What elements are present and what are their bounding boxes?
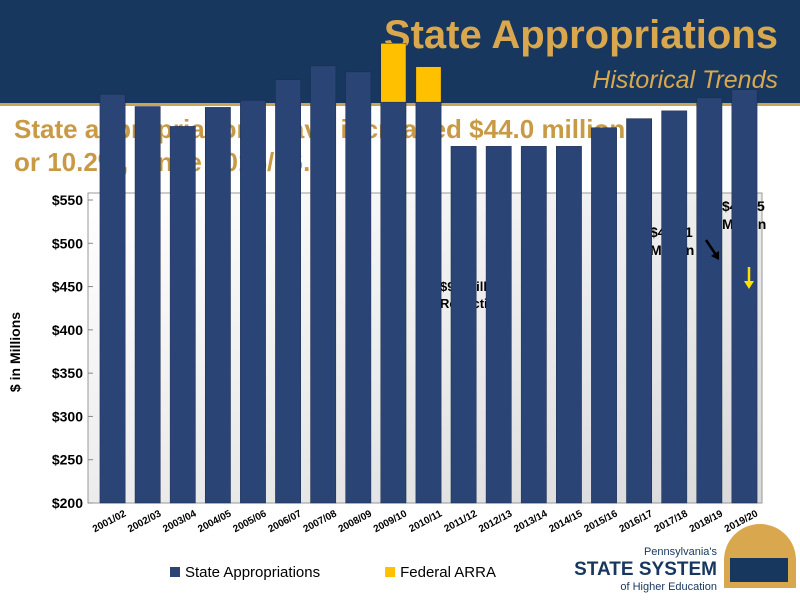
bar-segment (134, 106, 161, 504)
legend-swatch (385, 567, 396, 577)
x-tick-label: 2012/13 (477, 508, 514, 535)
y-tick-label: $450 (52, 279, 83, 295)
x-tick-label: 2007/08 (302, 508, 339, 535)
bar-segment (520, 146, 547, 504)
bar-segment (626, 118, 653, 504)
y-tick-label: $350 (52, 365, 83, 381)
bar-segment (169, 126, 196, 504)
bar-segment (310, 65, 337, 504)
x-tick-label: 2008/09 (337, 508, 374, 535)
arrow (704, 239, 718, 256)
y-tick-label: $550 (52, 192, 83, 208)
legend-label: State Appropriations (185, 564, 320, 581)
logo-text: Pennsylvania's (644, 546, 718, 558)
bar-segment (240, 100, 266, 504)
x-tick-label: 2003/04 (161, 508, 198, 535)
x-tick-label: 2004/05 (196, 508, 233, 535)
x-tick-label: 2001/02 (91, 508, 128, 535)
header-title: State Appropriations (384, 13, 778, 57)
bar-segment (591, 127, 617, 504)
legend-swatch (170, 567, 180, 577)
x-tick-label: 2016/17 (618, 508, 655, 535)
x-tick-label: 2017/18 (653, 508, 690, 535)
x-tick-label: 2006/07 (267, 508, 304, 535)
header-subtitle: Historical Trends (592, 66, 778, 94)
y-tick-label: $400 (52, 322, 83, 338)
x-tick-label: 2011/12 (443, 508, 480, 535)
bar-segment (204, 107, 231, 504)
bar-segment (415, 101, 442, 504)
bar-segment (275, 79, 301, 504)
bar-segment (731, 89, 758, 504)
x-tick-label: 2014/15 (547, 508, 584, 535)
bar-segment (99, 94, 126, 504)
x-tick-label: 2005/06 (231, 508, 268, 535)
x-tick-label: 2015/16 (582, 508, 619, 535)
bar-segment (450, 146, 477, 504)
x-tick-label: 2010/11 (407, 508, 444, 535)
y-tick-label: $200 (52, 495, 83, 511)
bar-segment (661, 110, 688, 504)
x-tick-label: 2009/10 (372, 508, 409, 535)
x-tick-label: 2018/19 (688, 508, 725, 535)
logo-text: STATE SYSTEM (574, 559, 717, 580)
bar-segment (696, 97, 723, 504)
bar-segment (485, 146, 512, 504)
logo-text: of Higher Education (620, 581, 717, 593)
x-tick-label: 2013/14 (512, 508, 549, 535)
legend-label: Federal ARRA (400, 564, 496, 581)
bar-segment (380, 43, 407, 103)
arrow-head (711, 251, 719, 260)
bar-segment (345, 71, 372, 504)
bar-segment (556, 146, 582, 504)
logo: Pennsylvania's STATE SYSTEM of Higher Ed… (574, 524, 796, 593)
headline: or 10.2%, since 2015/16. (14, 147, 310, 177)
bar-segment (380, 101, 407, 504)
y-tick-label: $500 (52, 235, 83, 251)
bar-segment (415, 66, 442, 103)
arrow-head (744, 281, 754, 289)
x-tick-label: 2002/03 (126, 508, 163, 535)
logo-shape (730, 558, 788, 582)
y-axis-title: $ in Millions (7, 312, 23, 392)
y-tick-label: $300 (52, 408, 83, 424)
y-tick-label: $250 (52, 452, 83, 468)
